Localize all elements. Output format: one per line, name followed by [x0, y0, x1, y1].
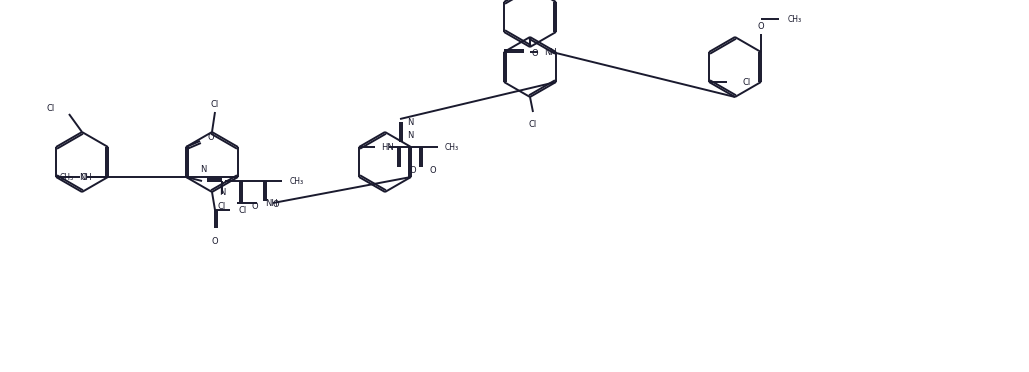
Text: Cl: Cl	[218, 202, 226, 211]
Text: Cl: Cl	[742, 77, 750, 87]
Text: CH₃: CH₃	[60, 173, 74, 182]
Text: O: O	[212, 237, 218, 246]
Text: NH: NH	[79, 173, 92, 182]
Text: N: N	[407, 118, 414, 126]
Text: CH₃: CH₃	[788, 15, 803, 23]
Text: CH₃: CH₃	[290, 176, 305, 186]
Text: O: O	[251, 202, 257, 211]
Text: O: O	[531, 48, 537, 58]
Text: NH: NH	[265, 199, 278, 208]
Text: HN: HN	[381, 142, 394, 151]
Text: N: N	[407, 131, 414, 140]
Text: O: O	[207, 132, 214, 141]
Text: O: O	[409, 166, 416, 174]
Text: Cl: Cl	[211, 99, 219, 109]
Text: O: O	[429, 166, 435, 174]
Text: NH: NH	[544, 48, 557, 57]
Text: Cl: Cl	[529, 120, 537, 129]
Text: O: O	[757, 22, 765, 31]
Text: N: N	[200, 165, 206, 174]
Text: CH₃: CH₃	[445, 142, 459, 151]
Text: Cl: Cl	[238, 205, 246, 215]
Text: Cl: Cl	[46, 103, 55, 112]
Text: O: O	[80, 173, 87, 182]
Text: O: O	[272, 199, 279, 208]
Text: N: N	[219, 188, 225, 197]
